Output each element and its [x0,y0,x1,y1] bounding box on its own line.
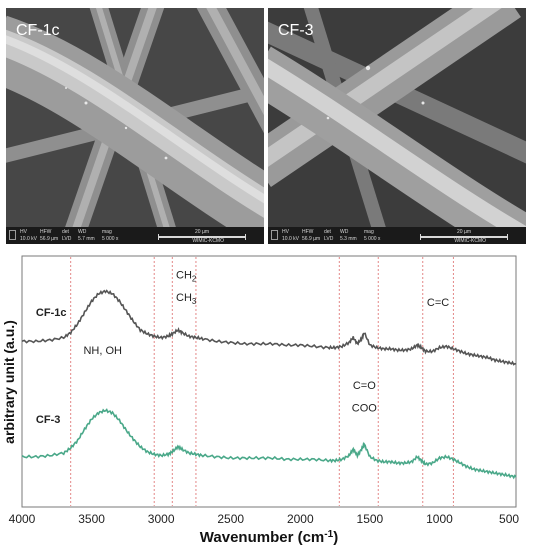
x-tick-label: 4000 [9,512,36,526]
info-value: 10.0 kV [20,236,37,242]
series-line-cf-3 [21,408,517,480]
info-header: mag [364,229,374,235]
info-header: HFW [302,229,314,235]
peak-annotation: C=C [427,297,449,309]
info-header: HV [20,229,27,235]
plot-frame [21,255,517,508]
sem-image-cf-3: CF-3 HV HFW det WD mag 10.0 kV 56.9 µm LVD 5.3 … [268,8,526,244]
info-value: LVD [324,236,334,242]
x-axis-label-sup: -1 [324,529,333,540]
peak-annotation: COO [352,403,378,415]
info-header: WD [78,229,87,235]
sem-logo-icon [271,230,278,240]
scale-bar-label: 20 µm [195,229,209,235]
scale-bar-label: 20 µm [457,229,471,235]
sem-info-bar: HV HFW det WD mag 10.0 kV 56.9 µm LVD 5.7 mm 5 0… [6,227,264,244]
info-value: 5 000 x [364,236,381,242]
reference-lines [70,257,454,506]
info-value: 5 000 x [102,236,119,242]
peak-annotation: NH, OH [83,345,122,357]
x-tick-label: 500 [499,512,519,526]
x-axis-label-end: ) [333,529,338,546]
sem-info-bar: HV HFW det WD mag 10.0 kV 56.9 µm LVD 5.3 mm 5 0… [268,227,526,244]
x-axis-label-main: Wavenumber (cm [200,529,324,546]
x-axis-ticks: 4000 3500 3000 2500 2000 1500 1000 500 [9,512,520,526]
peak-annotation: CH3 [176,292,197,306]
info-value: 5.3 mm [340,236,357,242]
y-axis-label: arbitrary unit (a.u.) [1,320,17,444]
sem-image-cf-1c: CF-1c HV HFW det WD mag 10.0 kV 56.9 µm LVD 5.7… [6,8,264,244]
info-header: HFW [40,229,52,235]
annotation-main: CH [176,270,192,282]
series-line-cf-1c [21,289,517,366]
info-value: 56.9 µm [40,236,59,242]
info-header: WD [340,229,349,235]
x-tick-label: 3000 [148,512,175,526]
x-tick-label: 3500 [78,512,105,526]
info-header: mag [102,229,112,235]
sem-logo-icon [9,230,16,240]
peak-annotation: C=O [353,380,376,392]
annotation-sub: 2 [192,275,197,284]
scale-bar [420,234,508,240]
info-value: 56.9 µm [302,236,321,242]
info-header: det [324,229,331,235]
info-header: HV [282,229,289,235]
x-axis-label: Wavenumber (cm-1) [200,529,338,546]
sem-label: CF-3 [278,22,314,39]
info-header: det [62,229,69,235]
annotation-main: CH [176,292,192,304]
scale-bar [158,234,246,240]
x-tick-label: 2000 [287,512,314,526]
annotation-sub: 3 [192,297,197,306]
info-value: LVD [62,236,72,242]
series-layer [21,289,517,480]
series-label: CF-1c [36,307,67,319]
instrument-label: WIMiC-KCMO [192,238,224,244]
x-tick-label: 2500 [217,512,244,526]
peak-annotation: CH2 [176,270,197,284]
series-label: CF-3 [36,414,60,426]
fiber-micrograph [6,8,264,244]
info-value: 5.7 mm [78,236,95,242]
x-tick-label: 1500 [357,512,384,526]
fiber-micrograph [268,8,526,244]
instrument-label: WIMiC-KCMO [454,238,486,244]
info-value: 10.0 kV [282,236,299,242]
sem-label: CF-1c [16,22,60,39]
x-tick-label: 1000 [426,512,453,526]
